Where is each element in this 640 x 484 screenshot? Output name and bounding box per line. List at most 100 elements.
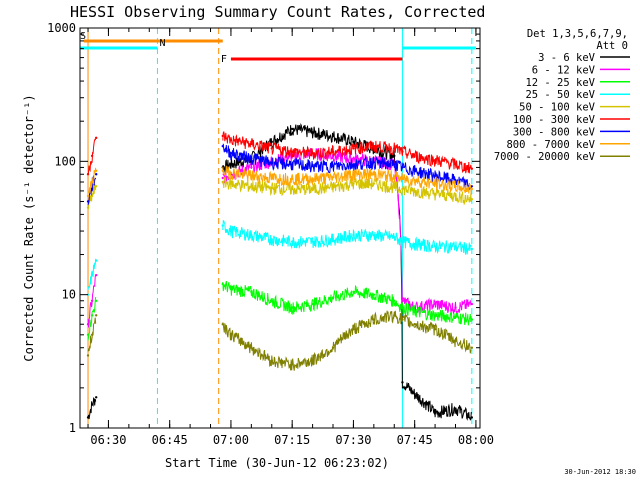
series-3-point-1	[90, 273, 94, 277]
series-5-point-1	[90, 154, 94, 158]
series-5-point-9	[331, 150, 335, 153]
series-5-point-10	[352, 147, 355, 150]
series-7-point-5	[250, 174, 253, 177]
series-7-point-2	[94, 169, 98, 172]
series-6-point-5	[250, 157, 253, 160]
series-7-point-7	[290, 177, 294, 180]
series-3-point-17	[470, 247, 474, 251]
series-4-point-10	[352, 182, 355, 185]
legend-header-0: Det 1,3,5,6,7,9,	[527, 28, 628, 40]
series-5-point-12	[393, 147, 396, 150]
y-tick-label-3: 1000	[47, 21, 76, 35]
series-1-point-17	[470, 302, 474, 306]
series-2-point-11	[372, 293, 376, 296]
series-8-point-13	[401, 318, 404, 321]
series-2-point-16	[454, 315, 457, 319]
series-8-point-5	[250, 346, 253, 349]
series-5-point-4	[229, 138, 233, 142]
series-5-point-13	[401, 150, 404, 153]
series-3-point-5	[250, 233, 253, 237]
series-1-point-10	[352, 157, 355, 160]
series-6-point-14	[413, 169, 416, 172]
series-4-point-11	[372, 182, 376, 185]
series-8-point-2	[94, 314, 98, 317]
series-3-point-9	[331, 238, 335, 241]
series-6-point-15	[433, 174, 437, 177]
series-2-point-3	[221, 282, 224, 286]
x-tick-label-0: 06:30	[90, 433, 126, 447]
series-4-point-16	[454, 194, 457, 198]
series-5-point-11	[372, 144, 376, 148]
series-3-point-16	[454, 245, 457, 248]
series-8-point-4	[229, 333, 233, 337]
series-3-point-13	[401, 240, 404, 243]
series-5-point-14	[413, 154, 416, 158]
series-1-point-16	[454, 306, 457, 309]
series-3-point-2	[94, 259, 98, 262]
series-4-point-2	[94, 185, 98, 188]
series-3-point-4	[229, 229, 233, 233]
series-6-point-4	[229, 152, 233, 155]
series-6-point-13	[401, 166, 404, 169]
series-4-point-6	[270, 186, 273, 190]
series-5-point-17	[470, 167, 474, 170]
series-4-point-4	[229, 182, 233, 185]
series-5-point-2	[94, 136, 98, 140]
series-4-point-17	[470, 197, 474, 201]
series-0-point-4	[229, 163, 233, 166]
series-2-point-2	[94, 299, 98, 302]
series-2-point-14	[413, 310, 416, 313]
x-tick-label-5: 07:45	[397, 433, 433, 447]
legend-label-1: 6 - 12 keV	[532, 64, 596, 76]
series-7-point-13	[401, 177, 404, 180]
series-7-point-15	[433, 182, 437, 185]
series-1-point-0	[86, 323, 90, 326]
series-6-point-3	[221, 144, 224, 148]
series-0-point-0	[86, 416, 90, 419]
y-axis-label: Corrected Count Rate (s⁻¹ detector⁻¹)	[22, 94, 36, 361]
series-3-point-11	[372, 233, 376, 237]
series-8-point-15	[433, 328, 437, 331]
legend-label-4: 50 - 100 keV	[519, 102, 596, 114]
series-8-point-14	[413, 323, 416, 326]
series-6-point-9	[331, 164, 335, 168]
series-0-point-14	[413, 392, 416, 396]
series-0-point-15	[433, 411, 437, 415]
series-4-point-5	[250, 185, 253, 188]
series-3	[86, 219, 474, 296]
series-7-point-9	[331, 176, 335, 179]
flag-label-1: N	[159, 38, 165, 49]
series-6-point-12	[393, 163, 396, 166]
legend-label-5: 100 - 300 keV	[513, 114, 596, 126]
series-0-point-2	[94, 396, 98, 399]
series-5-point-15	[433, 158, 437, 162]
x-tick-label-3: 07:15	[274, 433, 310, 447]
series-1-point-1	[90, 299, 94, 302]
series-1-point-13	[401, 299, 404, 302]
x-tick-label-4: 07:30	[335, 433, 371, 447]
legend-label-0: 3 - 6 keV	[538, 52, 596, 64]
series-8-point-7	[290, 363, 294, 366]
legend-header-1: Att 0	[596, 40, 628, 52]
series-3-point-8	[311, 240, 314, 243]
series-0-point-6	[270, 140, 273, 144]
series-6-point-17	[470, 185, 474, 188]
series-0-point-12	[393, 154, 396, 158]
legend-label-2: 12 - 25 keV	[525, 77, 595, 89]
series-0-point-10	[352, 140, 355, 144]
series-3-point-10	[352, 233, 355, 237]
legend-label-8: 7000 - 20000 keV	[494, 151, 596, 163]
series-0-point-13	[401, 381, 404, 384]
series-5-point-5	[250, 142, 253, 146]
series-2-point-1	[90, 314, 94, 317]
series-5-point-3	[221, 134, 224, 138]
series-6-point-0	[86, 200, 90, 203]
series-3-point-14	[413, 242, 416, 246]
series-5-point-7	[290, 150, 294, 153]
series-7-point-6	[270, 176, 273, 180]
legend-label-3: 25 - 50 keV	[525, 89, 595, 101]
series-6-point-11	[372, 161, 376, 164]
series-8-point-6	[270, 359, 273, 362]
series-7-point-12	[393, 175, 396, 178]
